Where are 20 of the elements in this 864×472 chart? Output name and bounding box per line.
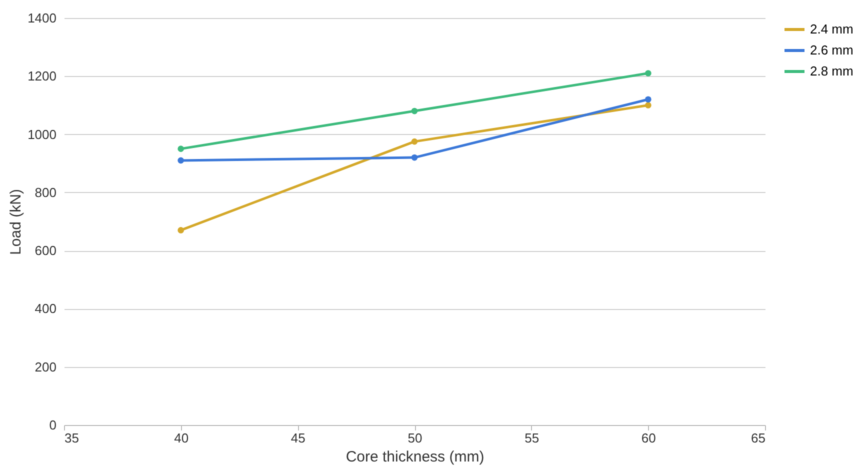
y-tick-label: 1200 [28,68,56,84]
x-tick-label: 35 [64,430,79,446]
y-tick-label: 200 [34,359,56,374]
legend-label: 2.8 mm [810,64,854,78]
y-tick-label: 1400 [28,10,56,26]
y-tick-label: 1000 [28,126,56,142]
x-tick-label: 45 [290,430,306,446]
y-tick-label: 800 [34,184,56,200]
y-axis-title: Load (kN) [8,189,25,255]
x-axis-title: Core thickness (mm) [346,448,484,466]
x-tick-label: 40 [174,430,189,446]
y-tick-label: 600 [34,243,56,258]
x-tick-label: 60 [641,430,656,446]
legend-label: 2.6 mm [810,42,854,58]
x-tick-label: 55 [524,430,540,446]
x-tick-label: 50 [408,430,422,446]
legend-label: 2.4 mm [810,22,854,36]
x-tick-label: 65 [751,430,766,446]
y-tick-label: 0 [49,418,56,432]
y-tick-label: 400 [34,301,56,316]
